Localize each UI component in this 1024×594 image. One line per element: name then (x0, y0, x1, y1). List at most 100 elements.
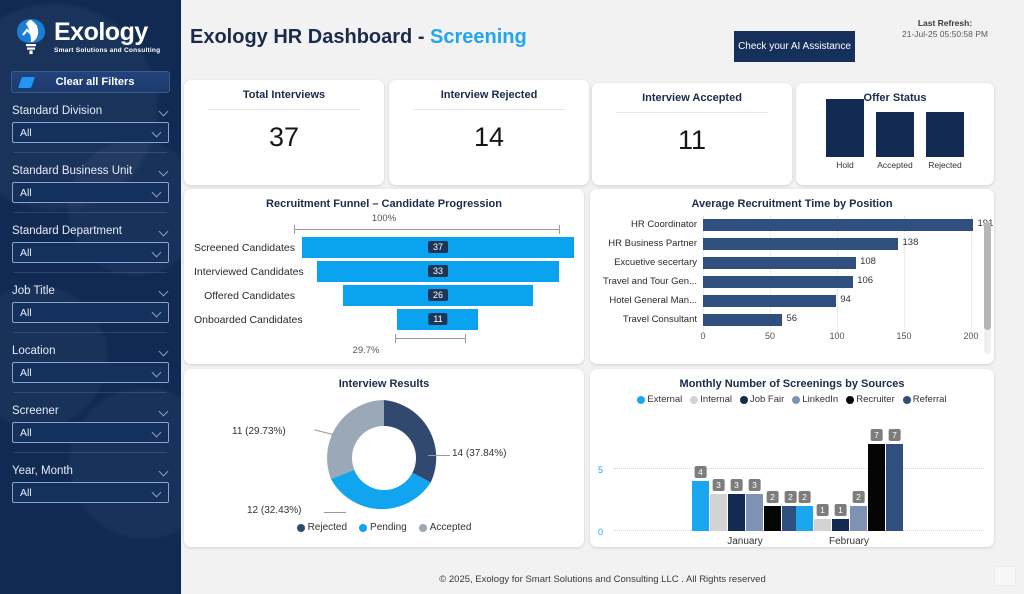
bar[interactable] (703, 275, 853, 288)
bar-row[interactable]: HR Coordinator 191 (598, 216, 993, 233)
filter-header[interactable]: Job Title (12, 285, 169, 297)
filter-header[interactable]: Standard Department (12, 225, 169, 237)
bar-row[interactable]: Excuetive secertary 108 (598, 254, 986, 271)
bar-referral[interactable]: 7 (886, 428, 903, 531)
bar-referral[interactable]: 2 (782, 491, 799, 531)
axis-tick: 200 (963, 331, 979, 341)
kpi-card-interview-rejected: Interview Rejected 14 (389, 80, 589, 185)
legend-dot-icon (296, 523, 305, 532)
chevron-down-icon[interactable] (160, 347, 169, 356)
bar-track: 108 (703, 256, 986, 269)
check-ai-assistance-button[interactable]: Check your AI Assistance (734, 31, 855, 62)
chevron-down-icon[interactable] (160, 467, 169, 476)
bar-job-fair[interactable]: 1 (832, 503, 849, 531)
bar-row[interactable]: Travel and Tour Gen... 106 (598, 273, 986, 290)
monthly-screenings-legend: External Internal Job Fair LinkedIn Recr… (590, 394, 994, 405)
chevron-down-icon[interactable] (153, 428, 162, 437)
bar[interactable] (703, 237, 899, 250)
funnel-row[interactable]: Interviewed Candidates 33 (194, 260, 574, 283)
legend-item-accepted[interactable]: Accepted (418, 522, 471, 533)
chevron-down-icon[interactable] (153, 248, 162, 257)
chevron-down-icon[interactable] (153, 368, 162, 377)
filter-header[interactable]: Standard Division (12, 105, 169, 117)
bar-row[interactable]: Travel Consultant 56 (598, 311, 986, 328)
bar-internal[interactable]: 3 (710, 478, 727, 531)
x-axis: 0 50 100 150 200 (700, 330, 986, 344)
donut-label-pending: 12 (32.43%) (247, 505, 302, 516)
divider (14, 272, 167, 273)
legend-item-job-fair[interactable]: Job Fair (739, 394, 784, 405)
legend-item-external[interactable]: External (637, 394, 682, 405)
filter-select[interactable]: All (12, 182, 169, 203)
resize-handle[interactable] (994, 566, 1016, 586)
filter-standard-division: Standard Division All (0, 105, 181, 143)
bar-track: 106 (703, 275, 986, 288)
filter-select[interactable]: All (12, 122, 169, 143)
filter-value: All (20, 246, 32, 259)
funnel-value: 11 (428, 313, 448, 325)
bar-internal[interactable]: 1 (814, 503, 831, 531)
chevron-down-icon[interactable] (153, 488, 162, 497)
bar-row[interactable]: HR Business Partner 138 (598, 235, 986, 252)
bar[interactable] (703, 218, 974, 231)
legend-item-rejected[interactable]: Rejected (296, 522, 347, 533)
bar-recruiter[interactable]: 2 (764, 491, 781, 531)
bar-label: Accepted (877, 160, 913, 170)
legend-item-referral[interactable]: Referral (902, 394, 947, 405)
funnel-value: 37 (427, 241, 449, 253)
bar-value: 3 (748, 478, 761, 491)
bar-linkedin[interactable]: 3 (746, 478, 763, 531)
funnel-row[interactable]: Offered Candidates 26 (194, 284, 574, 307)
bar[interactable] (703, 313, 783, 326)
bar-recruiter[interactable]: 7 (868, 428, 885, 531)
bar-job-fair[interactable]: 3 (728, 478, 745, 531)
legend-item-linkedin[interactable]: LinkedIn (792, 394, 838, 405)
bar[interactable] (703, 256, 856, 269)
chevron-down-icon[interactable] (160, 107, 169, 116)
legend-item-recruiter[interactable]: Recruiter (846, 394, 895, 405)
bar-external[interactable]: 4 (692, 466, 709, 531)
bar-linkedin[interactable]: 2 (850, 491, 867, 531)
funnel-row[interactable]: Onboarded Candidates 11 (194, 308, 574, 331)
chart-scrollbar-thumb[interactable] (984, 222, 991, 330)
filter-header[interactable]: Screener (12, 405, 169, 417)
legend-item-pending[interactable]: Pending (359, 522, 407, 533)
funnel-row[interactable]: Screened Candidates 37 (194, 236, 574, 259)
y-axis-tick: 0 (598, 527, 604, 537)
filter-select[interactable]: All (12, 242, 169, 263)
chevron-down-icon[interactable] (160, 407, 169, 416)
legend-dot-icon (418, 523, 427, 532)
filter-standard-department: Standard Department All (0, 225, 181, 263)
chevron-down-icon[interactable] (160, 227, 169, 236)
filter-select[interactable]: All (12, 362, 169, 383)
bar[interactable] (703, 294, 836, 307)
bar-external[interactable]: 2 (796, 491, 813, 531)
chart-scrollbar[interactable] (984, 222, 991, 354)
filter-header[interactable]: Year, Month (12, 465, 169, 477)
bar-track: 56 (703, 313, 986, 326)
funnel-top-percent: 100% (371, 213, 397, 224)
filter-header[interactable]: Standard Business Unit (12, 165, 169, 177)
chevron-down-icon[interactable] (153, 188, 162, 197)
donut-svg[interactable] (320, 396, 448, 520)
filter-header[interactable]: Location (12, 345, 169, 357)
chevron-down-icon[interactable] (160, 167, 169, 176)
legend-dot-icon (846, 395, 855, 404)
chart-title: Recruitment Funnel – Candidate Progressi… (266, 198, 502, 210)
filter-location: Location All (0, 345, 181, 383)
filter-label: Year, Month (12, 465, 73, 477)
chart-title: Average Recruitment Time by Position (691, 198, 893, 210)
legend-item-internal[interactable]: Internal (690, 394, 732, 405)
gridline (971, 216, 972, 336)
filter-select[interactable]: All (12, 422, 169, 443)
bar-row[interactable]: Hotel General Man... 94 (598, 292, 986, 309)
chevron-down-icon[interactable] (153, 308, 162, 317)
filter-value: All (20, 426, 32, 439)
chevron-down-icon[interactable] (160, 287, 169, 296)
chevron-down-icon[interactable] (153, 128, 162, 137)
bar-group-january: 4 3 3 3 2 2 (692, 466, 799, 531)
last-refresh-label: Last Refresh: (917, 18, 973, 28)
filter-select[interactable]: All (12, 302, 169, 323)
filter-select[interactable]: All (12, 482, 169, 503)
clear-all-filters-button[interactable]: Clear all Filters (11, 71, 170, 93)
